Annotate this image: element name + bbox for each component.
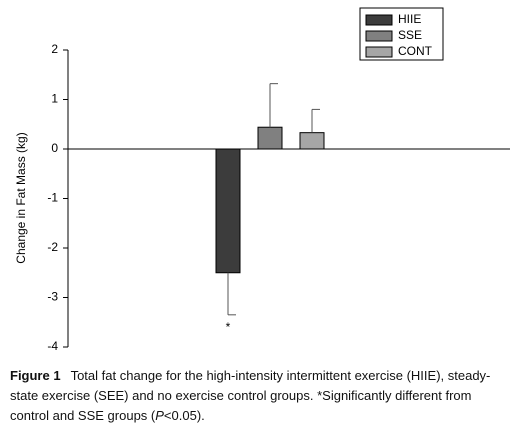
y-tick-label: -3 <box>47 290 58 304</box>
legend-swatch <box>365 14 393 26</box>
y-tick-label: -1 <box>47 191 58 205</box>
caption-text: Total fat change for the high-intensity … <box>10 368 491 423</box>
legend-label: SSE <box>398 28 422 42</box>
y-tick-label: 2 <box>51 42 58 56</box>
annotation: * <box>226 320 231 334</box>
bar <box>257 126 283 150</box>
chart: Change in Fat Mass (kg) -4 -3 -2 -1 0 1 2 * HIIE… <box>14 7 510 353</box>
caption: Figure 1 Total fat change for the high-in… <box>10 366 510 426</box>
y-tick-label: -4 <box>47 339 58 353</box>
caption-text: P <box>155 408 164 423</box>
bar <box>215 148 241 274</box>
legend-label: CONT <box>398 44 433 58</box>
y-tick-label: -2 <box>47 240 58 254</box>
caption-label: Figure 1 <box>10 368 61 383</box>
legend-swatch <box>365 30 393 42</box>
y-tick-label: 0 <box>51 141 58 155</box>
bar <box>299 132 325 150</box>
legend-swatch <box>365 46 393 58</box>
y-axis-label: Change in Fat Mass (kg) <box>14 132 28 263</box>
caption-text: <0.05). <box>163 408 205 423</box>
legend-label: HIIE <box>398 12 421 26</box>
y-tick-label: 1 <box>51 92 58 106</box>
